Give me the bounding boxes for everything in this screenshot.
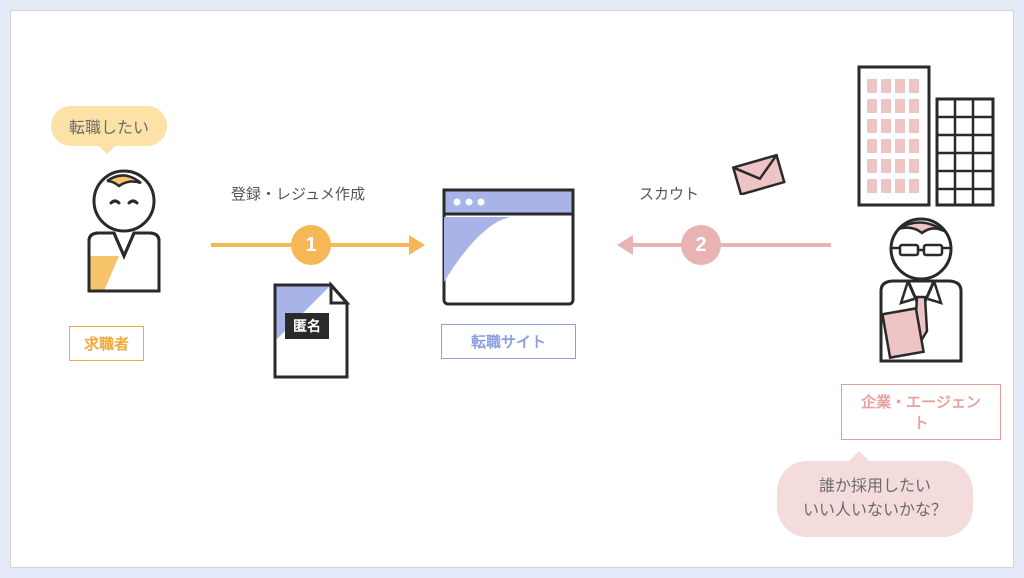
step2-badge: 2 (681, 225, 721, 265)
agent-person-icon (856, 211, 986, 371)
step1-badge: 1 (291, 225, 331, 265)
scout-envelope-icon (731, 153, 786, 200)
step1-number: 1 (305, 234, 316, 257)
agent-label: 企業・エージェント (841, 384, 1001, 440)
job-site-node: 転職サイト (441, 187, 576, 359)
jobseeker-node: 求職者 (69, 161, 179, 361)
agent-node: 企業・エージェント (841, 211, 1001, 440)
agent-bubble-line1: 誰か採用したい (819, 478, 931, 495)
jobseeker-icon (69, 161, 179, 311)
arrow2-line (631, 243, 831, 247)
arrow1-label: 登録・レジュメ作成 (231, 183, 365, 204)
jobseeker-bubble-text: 転職したい (69, 120, 149, 137)
anonymous-document-icon: 匿名 (271, 281, 351, 386)
site-label: 転職サイト (441, 324, 576, 359)
jobseeker-label: 求職者 (69, 326, 144, 361)
diagram-canvas: 転職したい 求職者 登録・レジュメ作成 1 (10, 10, 1014, 568)
browser-window-icon (441, 187, 576, 307)
company-buildings-icon (851, 59, 1001, 214)
document-anonymous-badge: 匿名 (285, 313, 329, 339)
arrow2-label: スカウト (639, 183, 699, 204)
agent-speech-bubble: 誰か採用したい いい人いないかな？ (777, 461, 973, 537)
step2-number: 2 (695, 234, 706, 257)
arrow2-head-icon (617, 235, 633, 255)
agent-bubble-line2: いい人いないかな？ (803, 502, 947, 519)
arrow1-head-icon (409, 235, 425, 255)
jobseeker-speech-bubble: 転職したい (51, 106, 167, 146)
